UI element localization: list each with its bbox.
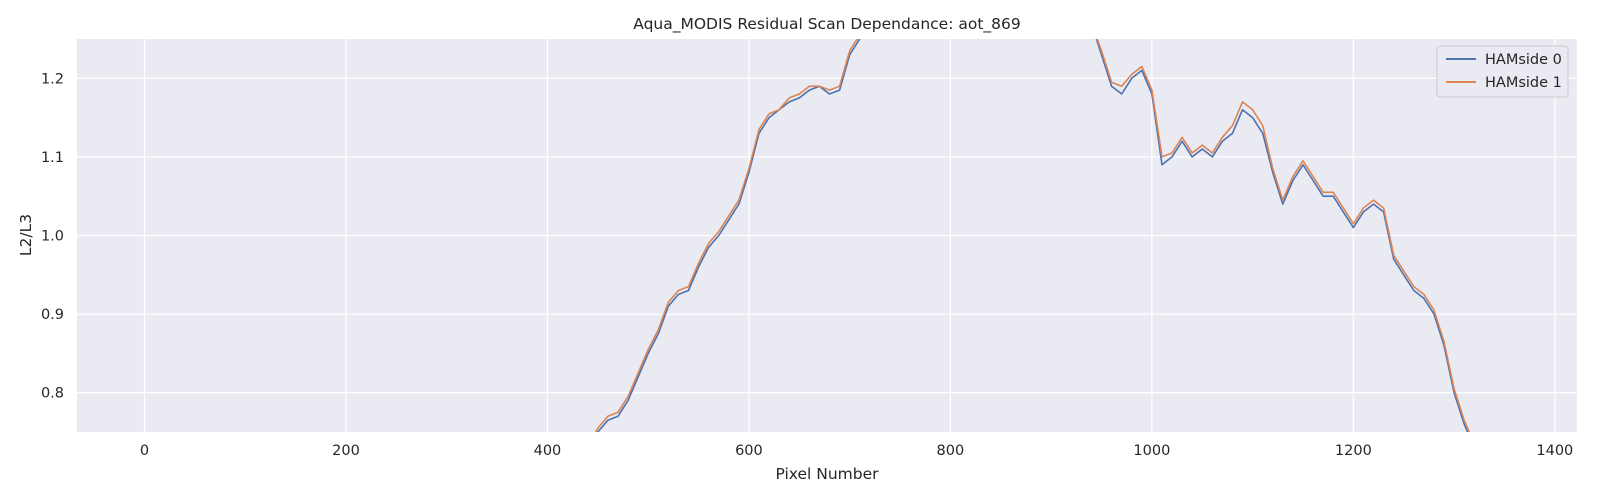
x-tick-label: 1400 — [1536, 443, 1573, 459]
x-tick-label: 1000 — [1133, 443, 1170, 459]
x-tick-label: 200 — [332, 443, 360, 459]
legend: HAMside 0 HAMside 1 — [1436, 45, 1569, 98]
x-tick-label: 400 — [534, 443, 562, 459]
x-tick-label: 1200 — [1335, 443, 1372, 459]
series-lines — [594, 39, 1471, 432]
x-tick-label: 800 — [937, 443, 965, 459]
x-axis-label: Pixel Number — [775, 465, 879, 483]
series-line-hamside-1 — [594, 39, 1471, 432]
y-tick-label: 0.8 — [41, 386, 64, 402]
x-tick-label: 0 — [140, 443, 149, 459]
y-axis-ticks: 0.8 0.9 1.0 1.1 1.2 — [41, 71, 64, 401]
legend-label-hamside-0: HAMside 0 — [1485, 52, 1562, 68]
y-tick-label: 0.9 — [41, 307, 64, 323]
y-axis-label: L2/L3 — [17, 214, 35, 256]
x-tick-label: 600 — [735, 443, 763, 459]
x-axis-ticks: 0 200 400 600 800 1000 1200 1400 — [140, 443, 1573, 459]
grid-lines — [77, 39, 1577, 432]
chart-title: Aqua_MODIS Residual Scan Dependance: aot… — [633, 15, 1021, 34]
y-tick-label: 1.2 — [41, 71, 64, 87]
series-line-hamside-0 — [596, 39, 1469, 432]
y-tick-label: 1.1 — [41, 150, 64, 166]
legend-label-hamside-1: HAMside 1 — [1485, 75, 1562, 91]
y-tick-label: 1.0 — [41, 229, 64, 245]
